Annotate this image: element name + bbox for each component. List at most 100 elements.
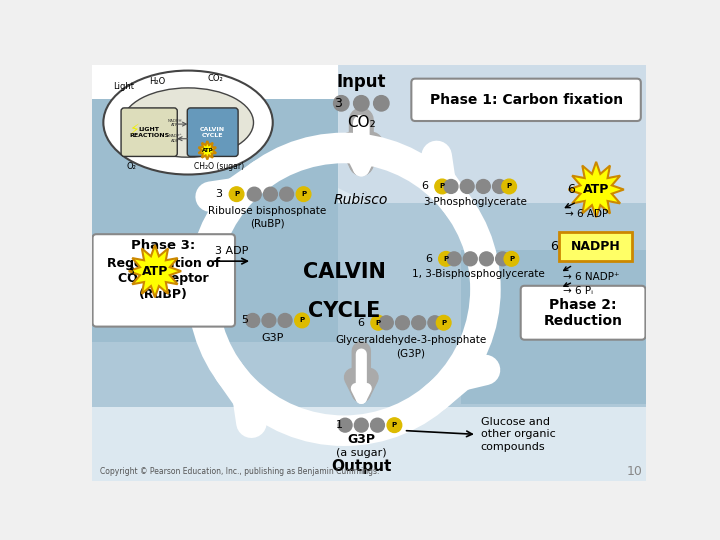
- Text: P: P: [300, 318, 305, 323]
- Text: CO₂: CO₂: [347, 115, 376, 130]
- Polygon shape: [338, 65, 647, 249]
- Circle shape: [492, 179, 506, 193]
- Circle shape: [464, 252, 477, 266]
- FancyBboxPatch shape: [92, 65, 647, 481]
- FancyBboxPatch shape: [121, 108, 177, 157]
- Text: 6: 6: [425, 254, 432, 264]
- Text: 6: 6: [550, 240, 558, 253]
- Text: Light: Light: [113, 82, 135, 91]
- Text: compounds: compounds: [481, 442, 545, 452]
- FancyBboxPatch shape: [93, 234, 235, 327]
- Text: 6: 6: [421, 181, 428, 192]
- Text: Regeneration of: Regeneration of: [107, 257, 220, 270]
- Text: ⚡: ⚡: [130, 123, 140, 137]
- Text: O₂: O₂: [127, 162, 137, 171]
- Polygon shape: [462, 249, 647, 403]
- Text: ATP: ATP: [202, 148, 213, 153]
- Text: CYCLE: CYCLE: [308, 301, 380, 321]
- Polygon shape: [129, 245, 181, 298]
- Circle shape: [480, 252, 493, 266]
- Text: → 6 NADP⁺: → 6 NADP⁺: [563, 272, 619, 281]
- FancyBboxPatch shape: [411, 79, 641, 121]
- Text: ATP: ATP: [142, 265, 168, 278]
- Text: CALVIN
CYCLE: CALVIN CYCLE: [200, 127, 225, 138]
- Text: 1: 1: [336, 420, 343, 430]
- FancyBboxPatch shape: [92, 408, 647, 481]
- Circle shape: [460, 179, 474, 193]
- Circle shape: [354, 96, 369, 111]
- Text: 3: 3: [127, 265, 134, 278]
- Text: H₂O: H₂O: [149, 77, 166, 86]
- Text: P: P: [234, 191, 239, 197]
- Text: → 6 Pᵢ: → 6 Pᵢ: [563, 286, 593, 296]
- Text: 3: 3: [334, 97, 342, 110]
- Text: Glucose and: Glucose and: [481, 417, 549, 427]
- Circle shape: [371, 418, 384, 432]
- Text: LIGHT
REACTIONS: LIGHT REACTIONS: [129, 127, 169, 138]
- FancyBboxPatch shape: [559, 232, 631, 261]
- Polygon shape: [199, 141, 216, 159]
- Circle shape: [444, 179, 458, 193]
- Text: Phase 1: Carbon fixation: Phase 1: Carbon fixation: [430, 93, 623, 107]
- Text: 5: 5: [240, 315, 248, 326]
- Text: ATP: ATP: [583, 183, 609, 196]
- Text: CH₂O (sugar): CH₂O (sugar): [194, 162, 244, 171]
- Text: G3P: G3P: [261, 333, 284, 343]
- Text: Output: Output: [331, 459, 392, 474]
- Circle shape: [279, 187, 294, 201]
- Text: Input: Input: [336, 73, 386, 91]
- Circle shape: [447, 252, 461, 266]
- Text: P: P: [507, 184, 512, 190]
- Text: 6: 6: [567, 183, 575, 196]
- Text: CO₂: CO₂: [207, 74, 223, 83]
- Text: 6: 6: [357, 318, 364, 328]
- Circle shape: [229, 187, 244, 201]
- Circle shape: [354, 418, 368, 432]
- Circle shape: [278, 314, 292, 327]
- Text: P: P: [509, 256, 514, 262]
- Text: 3: 3: [215, 189, 222, 199]
- Text: Phase 2:
Reduction: Phase 2: Reduction: [544, 298, 623, 328]
- Ellipse shape: [104, 71, 273, 174]
- Circle shape: [338, 418, 352, 432]
- Polygon shape: [92, 65, 338, 204]
- FancyBboxPatch shape: [521, 286, 645, 340]
- Text: Ribulose bisphosphate: Ribulose bisphosphate: [208, 206, 326, 216]
- Circle shape: [436, 315, 451, 330]
- Text: Phase 3:: Phase 3:: [131, 239, 196, 252]
- Circle shape: [294, 313, 310, 328]
- Text: P: P: [376, 320, 381, 326]
- Circle shape: [262, 314, 276, 327]
- Circle shape: [371, 315, 385, 330]
- Circle shape: [502, 179, 516, 194]
- Text: 3-Phosphoglycerate: 3-Phosphoglycerate: [423, 197, 527, 207]
- Circle shape: [379, 316, 393, 330]
- Text: NADP⁺: NADP⁺: [168, 134, 181, 138]
- Text: (G3P): (G3P): [396, 348, 425, 359]
- Text: P: P: [392, 422, 397, 428]
- Text: → 6 ADP: → 6 ADP: [565, 209, 608, 219]
- Text: NADPH: NADPH: [168, 119, 182, 123]
- Text: P: P: [441, 320, 446, 326]
- Circle shape: [412, 316, 426, 330]
- FancyBboxPatch shape: [187, 108, 238, 157]
- Text: 3 ADP: 3 ADP: [215, 246, 248, 256]
- Text: (RuBP): (RuBP): [250, 218, 284, 228]
- Circle shape: [333, 96, 349, 111]
- Text: (RuBP): (RuBP): [139, 288, 188, 301]
- Text: (a sugar): (a sugar): [336, 448, 387, 458]
- Circle shape: [495, 252, 510, 266]
- Circle shape: [477, 179, 490, 193]
- Text: Copyright © Pearson Education, Inc., publishing as Benjamin Cummings.: Copyright © Pearson Education, Inc., pub…: [99, 467, 379, 476]
- Ellipse shape: [122, 88, 253, 157]
- Text: ADP: ADP: [171, 139, 179, 143]
- Text: CO₂ acceptor: CO₂ acceptor: [118, 272, 209, 285]
- Circle shape: [248, 187, 261, 201]
- Text: P: P: [301, 191, 306, 197]
- Text: CALVIN: CALVIN: [302, 262, 385, 282]
- Circle shape: [387, 418, 402, 433]
- Text: NADPH: NADPH: [570, 240, 620, 253]
- Text: G3P: G3P: [347, 433, 375, 446]
- Polygon shape: [568, 162, 624, 217]
- Circle shape: [428, 316, 442, 330]
